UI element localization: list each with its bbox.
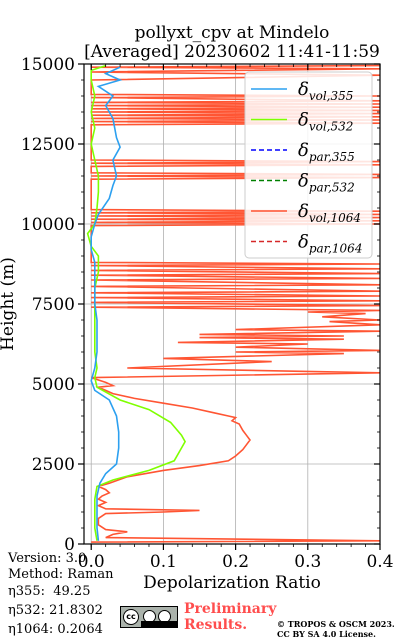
- preliminary-text: Preliminary: [184, 601, 277, 617]
- series-line-vol-355: [90, 66, 123, 541]
- legend-label-sub: vol,532: [309, 120, 354, 134]
- legend-label: δpar,532: [298, 171, 355, 195]
- eta1064-text: η1064: 0.2064: [8, 622, 103, 637]
- y-tick-label: 5000: [32, 375, 75, 395]
- axis-ticks: 0.0 0.1 0.2 0.3 0.4 0 2500 5000 7500 10000 12500 15…: [21, 55, 394, 572]
- x-tick-label: 0.4: [366, 552, 393, 572]
- copyright-line-2: CC BY SA 4.0 License.: [277, 629, 376, 639]
- chart-subtitle: [Averaged] 20230602 11:41-11:59: [84, 42, 380, 62]
- legend-label: δpar,355: [298, 140, 355, 164]
- series-layer: [86, 64, 380, 543]
- cc-by-sa-icon: cc: [120, 606, 178, 628]
- y-tick-label: 10000: [21, 215, 75, 235]
- chart-title: pollyxt_cpv at Mindelo: [135, 23, 330, 43]
- legend-label-main: δ: [298, 171, 309, 192]
- y-tick-label: 15000: [21, 55, 75, 75]
- cc-icon: cc: [123, 609, 139, 625]
- x-tick-label: 0.1: [150, 552, 177, 572]
- legend-label-main: δ: [298, 110, 309, 131]
- eta532-text: η532: 21.8302: [8, 603, 103, 618]
- legend-label-main: δ: [298, 79, 309, 100]
- legend-label-sub: par,1064: [309, 242, 363, 256]
- eta355-text: η355: 49.25: [8, 584, 91, 599]
- x-tick-label: 0.3: [294, 552, 321, 572]
- legend-label: δpar,1064: [298, 232, 362, 256]
- legend-label-sub: par,355: [309, 150, 355, 164]
- y-axis-label: Height (m): [0, 257, 18, 351]
- method-text: Method: Raman: [8, 567, 114, 582]
- legend-label: δvol,532: [298, 110, 353, 134]
- y-tick-label: 2500: [32, 455, 75, 475]
- legend-label-main: δ: [298, 232, 309, 253]
- y-tick-label: 12500: [21, 135, 75, 155]
- legend-label-main: δ: [298, 201, 309, 222]
- legend-label-sub: vol,1064: [309, 211, 361, 225]
- legend: δvol,355δvol,532δpar,355δpar,532δvol,106…: [244, 71, 373, 259]
- version-text: Version: 3.0: [8, 551, 87, 566]
- x-axis-label: Depolarization Ratio: [143, 573, 321, 593]
- preliminary-results-badge: Preliminary Results.: [184, 601, 276, 633]
- series-line-vol-532: [86, 64, 187, 541]
- license-band: [141, 621, 177, 627]
- series-line-vol-1064: [90, 64, 380, 543]
- y-tick-label: 0: [64, 535, 75, 555]
- results-text: Results.: [184, 617, 248, 633]
- copyright-line-1: © TROPOS & OSCM 2023.: [277, 619, 395, 629]
- y-tick-label: 7500: [32, 295, 75, 315]
- legend-label: δvol,1064: [298, 201, 361, 225]
- legend-label-sub: par,532: [309, 181, 355, 195]
- legend-label-sub: vol,355: [309, 89, 354, 103]
- legend-label-main: δ: [298, 140, 309, 161]
- x-tick-label: 0.2: [222, 552, 249, 572]
- copyright-notice: © TROPOS & OSCM 2023. CC BY SA 4.0 Licen…: [277, 619, 395, 639]
- legend-label: δvol,355: [298, 79, 353, 103]
- x-tick-label: 0.0: [78, 552, 105, 572]
